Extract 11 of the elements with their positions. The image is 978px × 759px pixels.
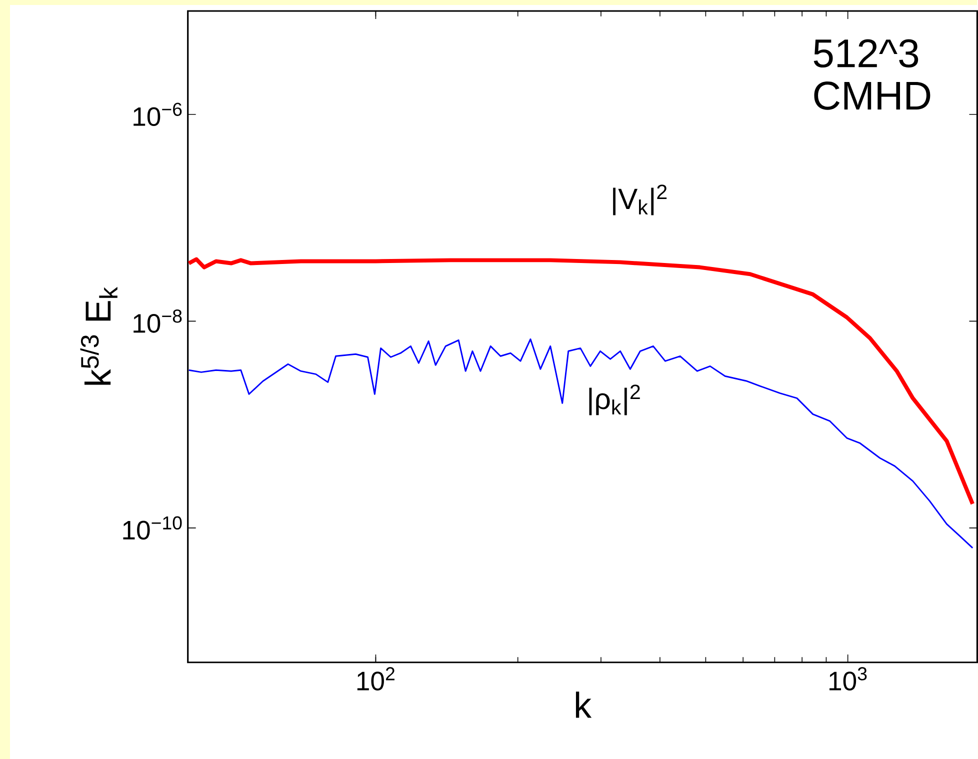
y-axis-title: k$^{5/3}$ E$_{k}$ <box>80 286 118 385</box>
annotation: CMHD <box>814 81 930 110</box>
series-label: |ρ$_{k}$|$^{2}$ <box>589 384 640 416</box>
x-tick-label: 10$^{2}$ <box>357 666 394 690</box>
x-axis-title: k <box>576 691 592 718</box>
x-tick-label: 10$^{3}$ <box>830 666 867 690</box>
y-tick-label: 10$^{−6}$ <box>134 102 182 126</box>
annotation: 512^3 <box>814 39 918 68</box>
series-label: |V$_{k}$|$^{2}$ <box>613 184 667 216</box>
y-tick-label: 10$^{−8}$ <box>134 309 182 333</box>
y-tick-label: 10$^{−10}$ <box>123 516 182 540</box>
